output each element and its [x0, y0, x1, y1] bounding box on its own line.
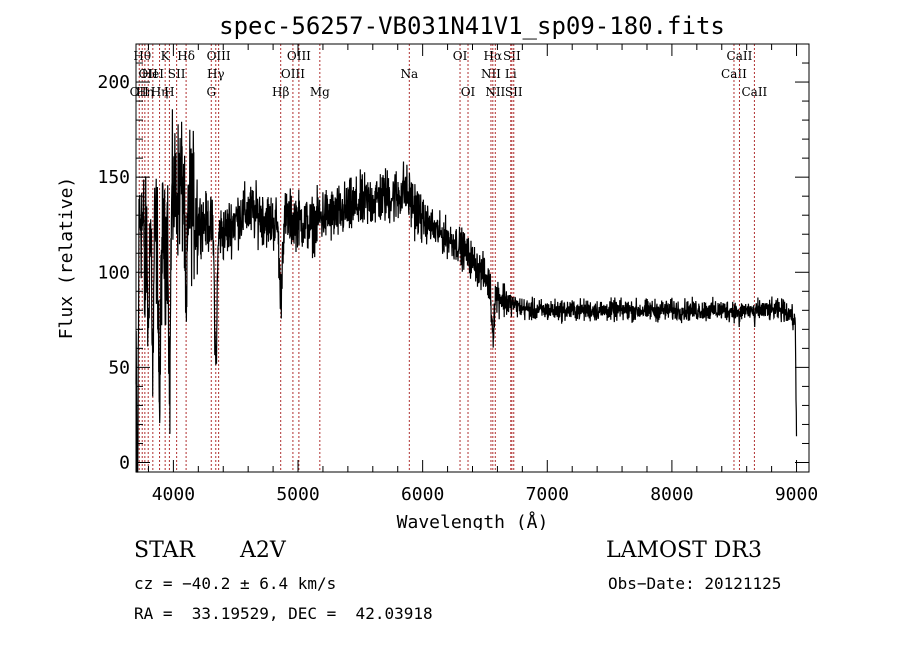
x-tick-label: 9000	[775, 484, 818, 505]
line-marker-label: OIII	[207, 49, 231, 63]
spectrum-line	[135, 109, 798, 473]
line-marker-label: NII	[485, 85, 505, 99]
line-marker-label: OI	[453, 49, 468, 63]
line-marker-label: SII	[503, 49, 521, 63]
line-marker-label: OII	[130, 85, 150, 99]
y-tick-label: 50	[108, 357, 130, 378]
chart-title: spec-56257-VB031N41V1_sp09-180.fits	[219, 12, 725, 40]
line-marker-label: Hη	[136, 85, 154, 99]
line-marker-label: OI	[461, 85, 476, 99]
line-marker-label: OIII	[287, 49, 311, 63]
line-marker-label: Hθ	[133, 49, 151, 63]
object-class: STAR	[134, 538, 195, 563]
coordinates: RA = 33.19529, DEC = 42.03918	[134, 604, 433, 623]
x-axis-label: Wavelength (Å)	[397, 511, 549, 530]
observation-date: Obs−Date: 20121125	[608, 574, 782, 593]
x-tick-label: 5000	[276, 484, 319, 505]
line-marker-label: G	[206, 85, 216, 99]
y-axis-label: Flux (relative)	[56, 177, 77, 340]
axis-ticks: 4000 5000 6000 7000 8000 9000 0 50 100 150 200	[97, 44, 818, 505]
x-tick-label: 7000	[526, 484, 569, 505]
y-tick-label: 200	[97, 72, 130, 93]
line-marker-label: H	[164, 85, 174, 99]
line-marker-label: Hγ	[207, 67, 225, 81]
line-marker-label: Hδ	[177, 49, 195, 63]
x-tick-label: 6000	[401, 484, 444, 505]
line-marker-label: Hβ	[272, 85, 289, 99]
line-marker-label: Hη	[151, 85, 169, 99]
line-marker-label: CaII	[741, 85, 767, 99]
redshift-cz: cz = −40.2 ± 6.4 km/s	[134, 574, 337, 593]
line-marker-label: OIII	[281, 67, 305, 81]
spectrum-layer	[135, 109, 798, 473]
line-marker-label: SII	[168, 67, 186, 81]
object-subclass: A2V	[240, 538, 286, 563]
y-tick-label: 150	[97, 167, 130, 188]
line-marker-label: Li	[505, 67, 517, 81]
line-marker-label: K	[161, 49, 171, 63]
spectrum-chart: spec-56257-VB031N41V1_sp09-180.fits OIIH…	[56, 12, 818, 530]
y-tick-label: 100	[97, 262, 130, 283]
line-marker-label: CaII	[721, 67, 747, 81]
x-tick-label: 4000	[152, 484, 195, 505]
line-markers: OIIHθHηOIIHeIHηKHSIIHδGHγOIIIHβOIIIOIIIM…	[130, 44, 768, 472]
line-marker-label: Mg	[310, 85, 330, 99]
survey-name: LAMOST DR3	[606, 538, 762, 563]
line-marker-label: HeI	[142, 67, 165, 81]
y-tick-label: 0	[119, 452, 130, 473]
x-tick-label: 8000	[650, 484, 693, 505]
line-marker-label: SII	[505, 85, 523, 99]
line-marker-label: CaII	[727, 49, 753, 63]
line-marker-label: Na	[400, 67, 418, 81]
line-marker-label: NII	[481, 67, 501, 81]
line-marker-label: Hα	[484, 49, 503, 63]
